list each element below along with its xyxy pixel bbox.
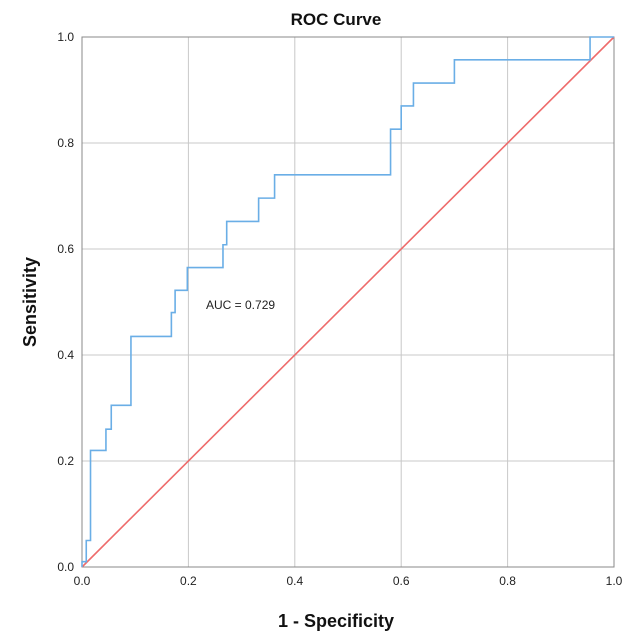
roc-curve-line [81,36,614,567]
series-group [81,36,615,568]
x-tick-label: 1.0 [606,574,623,588]
y-tick-label: 0.2 [57,454,74,468]
auc-annotation: AUC = 0.729 [206,298,275,312]
x-tick-label: 0.6 [393,574,410,588]
y-tick-label: 0.0 [57,560,74,574]
x-tick-label: 0.0 [74,574,91,588]
reference-line [81,36,615,568]
y-tick-label: 0.4 [57,348,74,362]
x-tick-labels: 0.0 0.2 0.4 0.6 0.8 1.0 [74,574,623,588]
y-axis-title: Sensitivity [20,257,40,347]
x-tick-label: 0.2 [180,574,197,588]
y-tick-label: 0.6 [57,242,74,256]
chart-title: ROC Curve [291,10,382,29]
y-tick-label: 0.8 [57,136,74,150]
x-tick-label: 0.8 [499,574,516,588]
plot-frame [81,36,615,568]
y-tick-labels: 0.0 0.2 0.4 0.6 0.8 1.0 [57,30,74,574]
x-axis-title: 1 - Specificity [278,611,394,631]
y-tick-label: 1.0 [57,30,74,44]
x-tick-label: 0.4 [286,574,303,588]
